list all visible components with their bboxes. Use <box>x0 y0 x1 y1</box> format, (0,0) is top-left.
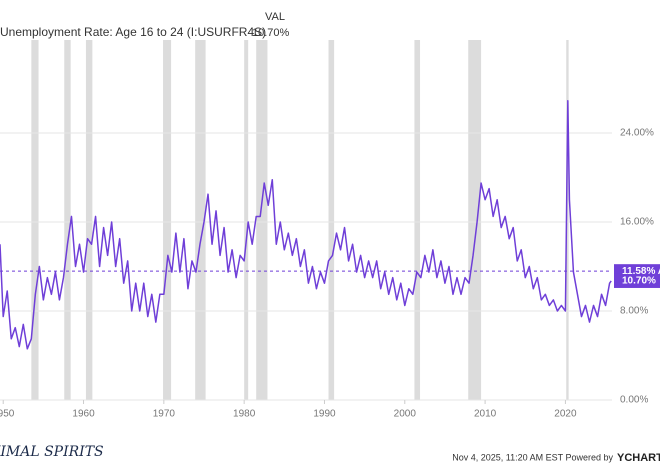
x-tick-label: 2020 <box>554 409 577 420</box>
x-tick-label: 2000 <box>394 409 417 420</box>
recession-band <box>414 40 421 400</box>
y-tick-label: 8.00% <box>620 306 648 317</box>
recession-band <box>328 40 335 400</box>
footer-brand: YCHARTS <box>617 452 660 464</box>
x-tick-label: 1950 <box>0 409 15 420</box>
value-header-label: 10.70% <box>252 27 290 39</box>
recession-band <box>468 40 482 400</box>
logo: ANIMAL SPIRITS <box>0 444 104 460</box>
last-value-tag <box>614 273 660 288</box>
y-tick-label: 0.00% <box>620 395 648 406</box>
x-tick-label: 1970 <box>153 409 176 420</box>
x-tick-label: 1960 <box>72 409 95 420</box>
recession-band <box>256 40 268 400</box>
series-line <box>0 99 612 350</box>
recession-band <box>163 40 172 400</box>
x-tick-label: 1990 <box>313 409 336 420</box>
recession-band <box>195 40 206 400</box>
x-tick-label: 2010 <box>474 409 497 420</box>
chart-title: Unemployment Rate: Age 16 to 24 (I:USURF… <box>0 25 266 39</box>
x-tick-label: 1980 <box>233 409 256 420</box>
footer: Nov 4, 2025, 11:20 AM EST Powered by <box>452 452 613 462</box>
recession-band <box>64 40 71 400</box>
value-header: VAL <box>265 11 285 23</box>
y-tick-label: 16.00% <box>620 217 654 228</box>
y-tick-label: 24.00% <box>620 128 654 139</box>
recession-band <box>244 40 249 400</box>
recession-band <box>31 40 39 400</box>
average-label: 11.58% Avg <box>622 266 660 277</box>
recession-band <box>85 40 93 400</box>
last-value-label: 10.70% <box>622 276 656 287</box>
recession-band <box>566 40 569 400</box>
